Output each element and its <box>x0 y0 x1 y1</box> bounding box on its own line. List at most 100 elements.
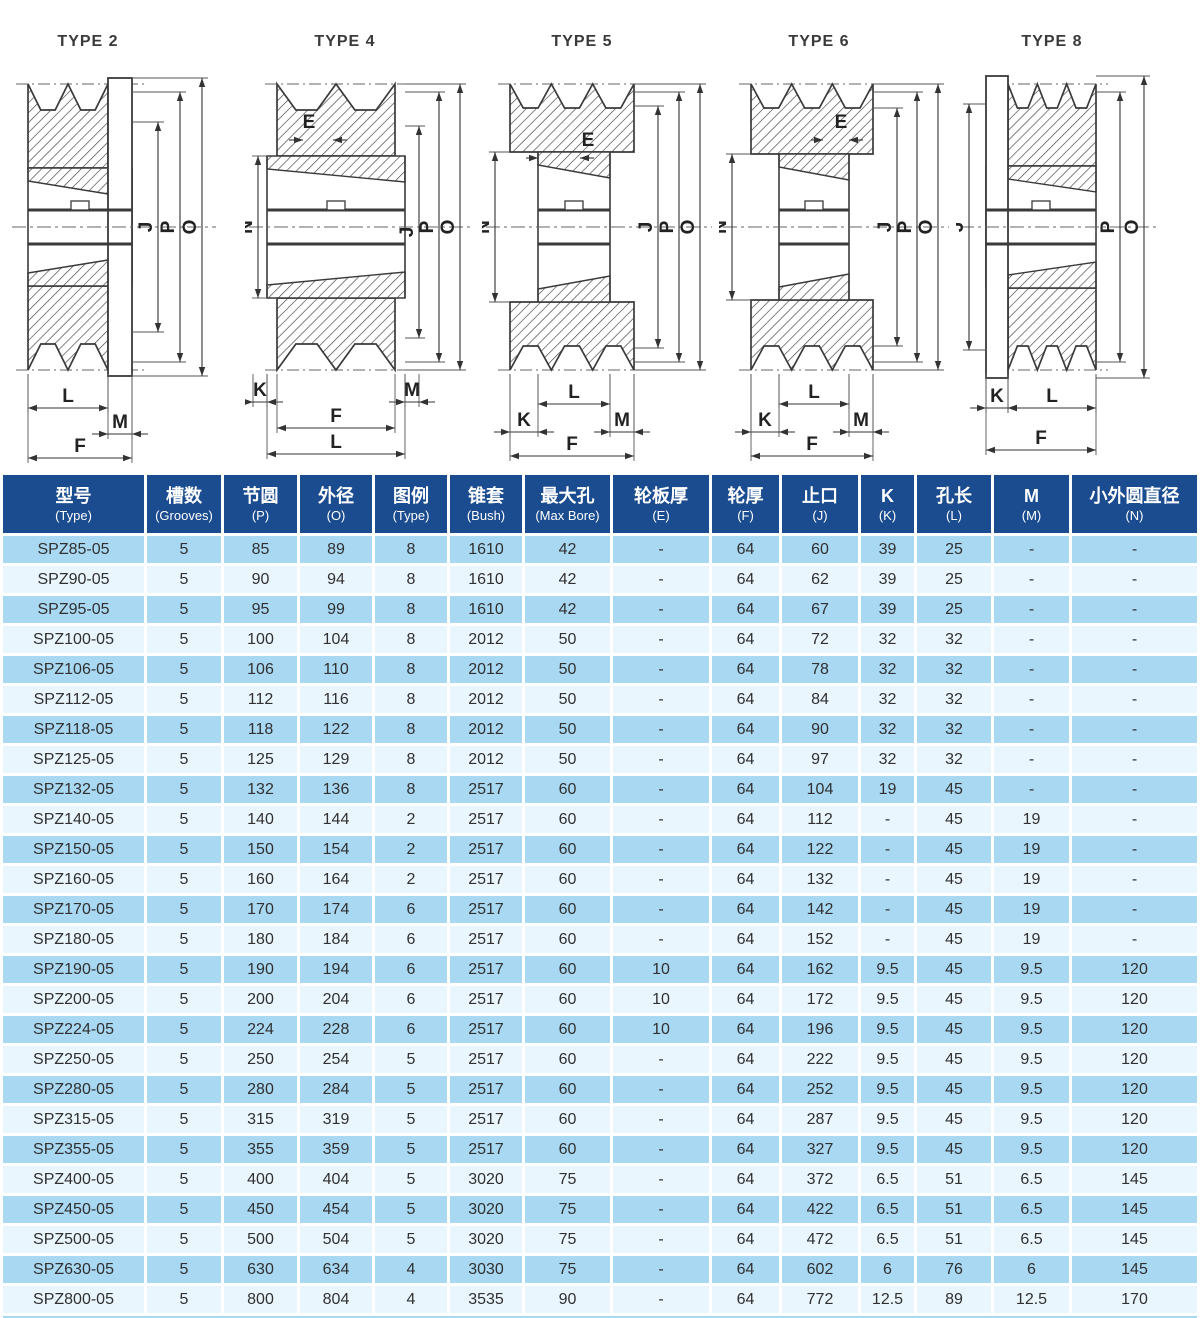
table-cell: SPZ125-05 <box>3 746 144 773</box>
table-cell: 42 <box>525 536 610 563</box>
table-cell: 5 <box>147 806 221 833</box>
table-cell: 112 <box>224 686 297 713</box>
table-row: SPZ170-05 5 170 174 6 2517 60-64 142-45 19- <box>3 896 1197 923</box>
table-cell: 9.5 <box>994 1046 1069 1073</box>
table-cell: 2517 <box>450 1106 522 1133</box>
table-cell: 64 <box>712 1016 779 1043</box>
table-cell: 9.5 <box>994 956 1069 983</box>
table-cell: 32 <box>917 656 991 683</box>
table-cell: - <box>1072 656 1197 683</box>
dimension-label: J <box>636 222 657 233</box>
table-cell: 64 <box>712 746 779 773</box>
table-row: SPZ800-05 5 800 804 4 3535 90-64 772 12.5 89 12.5 1… <box>3 1286 1197 1313</box>
dimension-label: O <box>678 220 699 235</box>
table-cell: 1610 <box>450 536 522 563</box>
table-cell: 64 <box>712 1256 779 1283</box>
table-cell: 224 <box>224 1016 297 1043</box>
table-cell: 64 <box>712 1226 779 1253</box>
table-row: SPZ112-05 5 112 116 8 2012 50-64 84 32 32- - <box>3 686 1197 713</box>
table-cell: 254 <box>300 1046 372 1073</box>
column-header: K (K) <box>861 475 914 533</box>
table-cell: 3030 <box>450 1256 522 1283</box>
table-cell: 602 <box>782 1256 858 1283</box>
table-cell: 1610 <box>450 596 522 623</box>
dimension-label: K <box>758 410 772 431</box>
table-cell: SPZ100-05 <box>3 626 144 653</box>
column-header: 槽数 (Grooves) <box>147 475 221 533</box>
table-cell: 45 <box>917 806 991 833</box>
dimension-label: L <box>568 382 580 403</box>
dimension-label: N <box>482 220 494 234</box>
table-cell: 10 <box>613 1016 709 1043</box>
dimension-label-inner: E <box>835 112 848 133</box>
column-header-en: (M) <box>1021 507 1042 523</box>
table-cell: 222 <box>782 1046 858 1073</box>
table-cell: 2517 <box>450 1076 522 1103</box>
column-header: 图例 (Type) <box>375 475 447 533</box>
table-cell: 42 <box>525 596 610 623</box>
table-cell: 9.5 <box>861 1106 914 1133</box>
table-cell: 104 <box>782 776 858 803</box>
table-cell: 5 <box>147 1136 221 1163</box>
table-cell: 72 <box>782 626 858 653</box>
table-cell: 5 <box>147 956 221 983</box>
table-cell: 19 <box>994 836 1069 863</box>
table-cell: 5 <box>147 1076 221 1103</box>
table-cell: 106 <box>224 656 297 683</box>
table-cell: 5 <box>147 926 221 953</box>
table-cell: 64 <box>712 1106 779 1133</box>
column-header: 节圆 (P) <box>224 475 297 533</box>
table-cell: - <box>1072 686 1197 713</box>
table-cell: 2517 <box>450 1136 522 1163</box>
table-cell: 64 <box>712 866 779 893</box>
table-cell: 154 <box>300 836 372 863</box>
table-cell: 422 <box>782 1196 858 1223</box>
table-cell: - <box>1072 896 1197 923</box>
table-cell: 5 <box>147 1016 221 1043</box>
table-cell: 472 <box>782 1226 858 1253</box>
table-cell: - <box>613 1106 709 1133</box>
table-cell: 5 <box>147 1286 221 1313</box>
table-cell: - <box>613 1226 709 1253</box>
table-cell: 76 <box>917 1256 991 1283</box>
table-cell: 60 <box>525 866 610 893</box>
column-header: 型号 (Type) <box>3 475 144 533</box>
table-cell: 50 <box>525 686 610 713</box>
table-cell: 8 <box>375 566 447 593</box>
table-cell: SPZ450-05 <box>3 1196 144 1223</box>
column-header-zh: 锥套 <box>468 485 504 506</box>
table-cell: 75 <box>525 1166 610 1193</box>
table-cell: 45 <box>917 896 991 923</box>
table-cell: 5 <box>375 1106 447 1133</box>
table-cell: 5 <box>147 716 221 743</box>
table-cell: - <box>1072 626 1197 653</box>
table-cell: 9.5 <box>994 1076 1069 1103</box>
table-cell: - <box>613 656 709 683</box>
dimension-label: F <box>330 406 342 427</box>
table-cell: 32 <box>917 746 991 773</box>
pulley-diagram-type-4: JPO N K M FL E TYPE 4 <box>236 4 481 466</box>
table-cell: - <box>1072 596 1197 623</box>
table-cell: 184 <box>300 926 372 953</box>
table-cell: SPZ250-05 <box>3 1046 144 1073</box>
diagram-canvas: JPO N K M FL E TYPE 4 <box>236 33 473 459</box>
table-cell: 64 <box>712 956 779 983</box>
table-cell: 25 <box>917 536 991 563</box>
table-cell: - <box>994 596 1069 623</box>
table-cell: - <box>1072 536 1197 563</box>
table-cell: 45 <box>917 1076 991 1103</box>
column-header: M (M) <box>994 475 1069 533</box>
table-cell: 95 <box>224 596 297 623</box>
table-cell: 145 <box>1072 1166 1197 1193</box>
column-header-zh: 孔长 <box>936 485 972 506</box>
table-cell: 150 <box>224 836 297 863</box>
column-header: 小外圆直径 (N) <box>1072 475 1197 533</box>
table-cell: SPZ200-05 <box>3 986 144 1013</box>
table-cell: 45 <box>917 776 991 803</box>
table-cell: 6.5 <box>861 1166 914 1193</box>
table-cell: 2517 <box>450 926 522 953</box>
table-cell: - <box>994 626 1069 653</box>
pulley-diagram-type-6: JPO N L K M F E TYPE 6 <box>710 4 955 466</box>
table-cell: 2012 <box>450 716 522 743</box>
